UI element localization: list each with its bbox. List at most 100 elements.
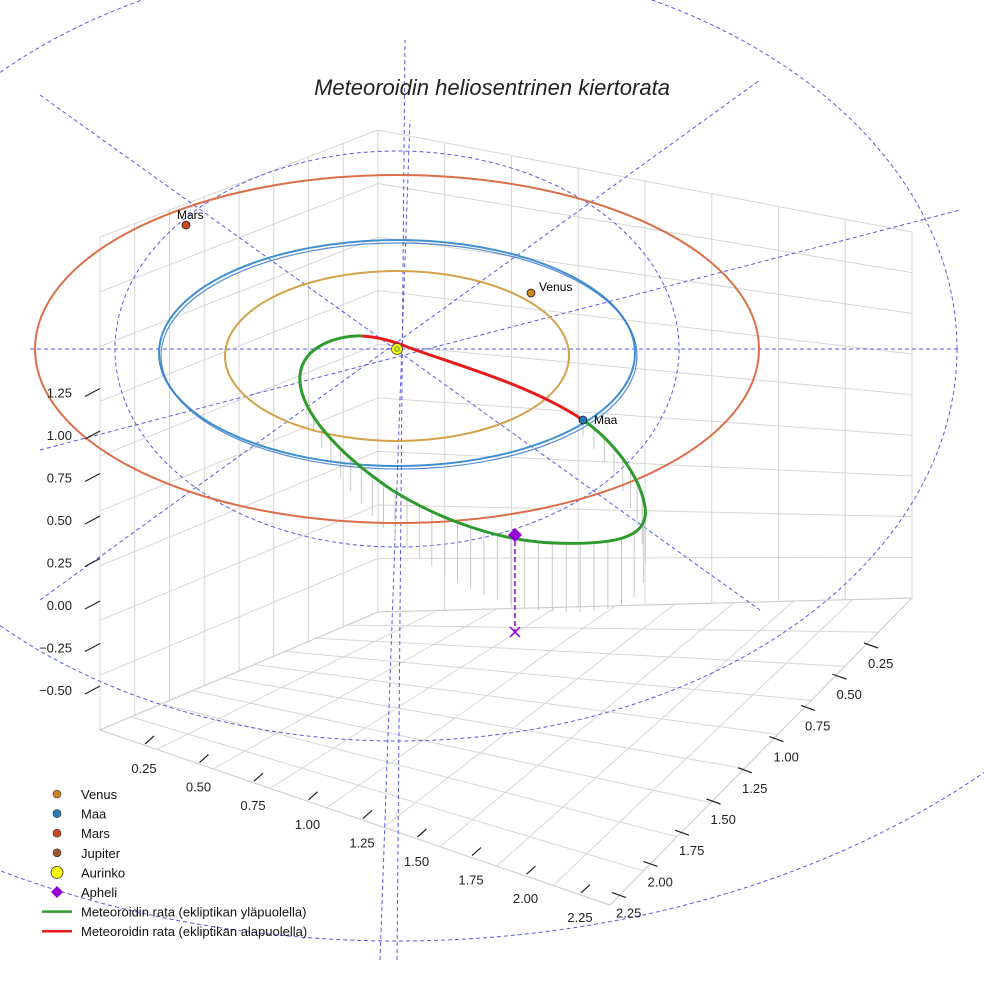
grid-line — [130, 716, 644, 872]
grid-line — [347, 624, 879, 633]
z-tick-mark — [84, 685, 101, 695]
grid-line — [99, 236, 379, 348]
grid-line — [99, 504, 379, 621]
y-tick-label: 1.25 — [742, 781, 767, 796]
x-tick-label: 0.75 — [240, 798, 265, 813]
y-tick-label: 1.75 — [679, 843, 704, 858]
y-tick-mark — [863, 642, 879, 649]
reference-rings — [0, 0, 984, 961]
grid-line — [383, 603, 675, 828]
z-tick-label: 0.00 — [47, 598, 72, 613]
grid-line — [316, 637, 845, 667]
legend-item: Apheli — [51, 885, 117, 900]
x-tick-mark — [362, 809, 373, 819]
x-tick-mark — [417, 828, 427, 838]
orbit-venus — [224, 270, 570, 442]
label-mars: Mars — [177, 208, 204, 222]
legend: Venus Maa Mars Jupiter Aurinko Apheli Meteoroi… — [42, 787, 307, 939]
grid-line — [223, 677, 745, 770]
y-tick-mark — [800, 704, 816, 711]
grid-line — [161, 703, 678, 838]
axis-ticks: −0.50 −0.25 0.00 0.25 0.50 0.75 1.00 1.25 0.25 0.… — [39, 386, 893, 925]
legend-label: Apheli — [81, 885, 117, 900]
grid-line — [285, 650, 812, 701]
y-tick-mark — [674, 829, 690, 836]
marker-mars — [181, 220, 191, 230]
legend-marker — [52, 789, 62, 799]
grid-line — [99, 290, 379, 402]
y-tick-label: 0.75 — [805, 718, 830, 733]
y-tick-label: 0.50 — [837, 687, 862, 702]
x-tick-label: 0.25 — [131, 761, 156, 776]
meteoroid-orbit-above — [298, 334, 647, 545]
grid-line — [192, 690, 711, 804]
legend-item: Meteoroidin rata (ekliptikan yläpuolella… — [42, 905, 306, 920]
grid-panes — [98, 129, 914, 906]
label-venus: Venus — [539, 280, 572, 294]
grid-line — [254, 663, 778, 735]
grid-line — [377, 236, 913, 314]
sun-marker — [391, 343, 403, 355]
x-tick-label: 2.00 — [513, 891, 538, 906]
grid-line — [377, 343, 913, 396]
grid-line — [99, 129, 379, 238]
grid-line — [377, 450, 913, 477]
grid-line — [377, 397, 913, 436]
z-tick-label: 1.00 — [47, 428, 72, 443]
z-tick-label: −0.50 — [39, 683, 72, 698]
label-maa: Maa — [594, 413, 618, 427]
legend-label: Meteoroidin rata (ekliptikan yläpuolella… — [81, 905, 306, 920]
legend-label: Meteoroidin rata (ekliptikan alapuolella… — [81, 924, 307, 939]
grid-line — [496, 600, 794, 867]
z-tick-mark — [84, 557, 101, 568]
y-tick-label: 2.00 — [648, 874, 673, 889]
y-tick-mark — [643, 860, 658, 867]
y-tick-mark — [832, 673, 847, 680]
z-tick-mark — [84, 430, 101, 440]
sun-center-dot — [394, 346, 400, 352]
z-tick-label: 0.50 — [47, 513, 72, 528]
grid-line — [377, 129, 913, 233]
orbit-mars — [34, 174, 760, 524]
grid-line — [377, 290, 913, 355]
legend-marker — [52, 809, 62, 818]
legend-marker — [52, 848, 62, 858]
grid-line — [269, 606, 557, 789]
x-tick-label: 2.25 — [567, 910, 592, 925]
grid-line — [552, 599, 854, 886]
reference-radial-line — [39, 209, 961, 451]
meteoroid-orbit-below — [361, 334, 584, 422]
aphelion-marker — [508, 528, 522, 542]
grid-line — [156, 609, 438, 750]
legend-item: Jupiter — [52, 846, 121, 861]
legend-marker — [50, 866, 64, 879]
grid-line — [99, 183, 379, 293]
x-tick-label: 1.50 — [404, 854, 429, 869]
x-tick-label: 1.00 — [295, 817, 320, 832]
x-tick-mark — [199, 754, 209, 764]
legend-label: Mars — [81, 826, 110, 841]
z-tick-mark — [84, 600, 101, 610]
x-tick-label: 0.50 — [186, 780, 211, 795]
marker-maa — [578, 415, 588, 425]
x-tick-label: 1.25 — [349, 835, 374, 850]
z-tick-mark — [84, 515, 101, 525]
x-tick-mark — [471, 847, 482, 857]
body-markers: Venus Maa Mars — [177, 208, 618, 638]
grid-line — [99, 557, 379, 676]
z-tick-mark — [84, 387, 101, 398]
legend-marker — [52, 828, 62, 838]
x-tick-label: 1.75 — [458, 873, 483, 888]
legend-label: Venus — [81, 787, 118, 802]
z-tick-label: −0.25 — [39, 641, 72, 656]
legend-marker — [51, 886, 63, 898]
y-tick-label: 2.25 — [616, 906, 641, 921]
z-tick-mark — [84, 642, 101, 653]
grid-line — [439, 602, 735, 848]
y-tick-mark — [611, 892, 627, 899]
x-tick-mark — [580, 884, 591, 894]
reference-radial-line — [39, 79, 761, 601]
y-tick-mark — [737, 767, 753, 774]
x-tick-mark — [253, 772, 264, 782]
